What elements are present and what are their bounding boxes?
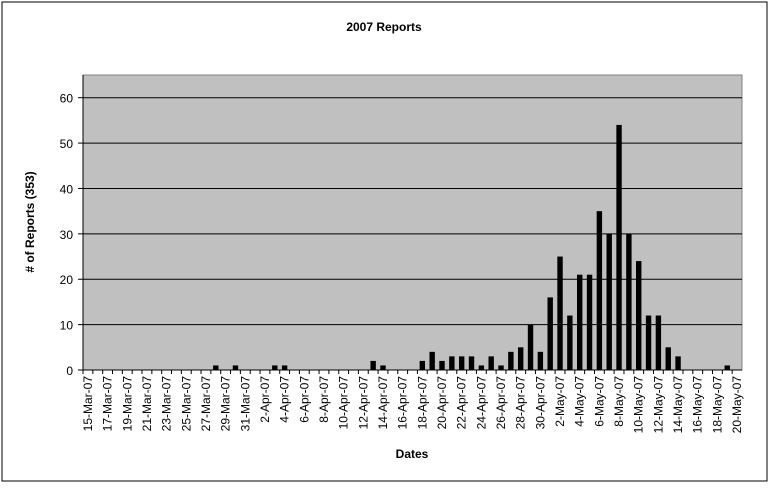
x-tick-label: 25-Mar-07 bbox=[179, 376, 193, 432]
bar bbox=[429, 351, 435, 370]
bar bbox=[557, 256, 563, 370]
x-tick-label: 14-May-07 bbox=[671, 376, 685, 434]
x-tick-label: 31-Mar-07 bbox=[238, 376, 252, 432]
bar bbox=[547, 297, 553, 370]
x-tick-label: 20-Apr-07 bbox=[435, 376, 449, 430]
x-tick-label: 16-Apr-07 bbox=[396, 376, 410, 430]
x-tick-label: 12-May-07 bbox=[651, 376, 665, 434]
x-tick-label: 8-Apr-07 bbox=[317, 376, 331, 423]
x-tick-label: 14-Apr-07 bbox=[376, 376, 390, 430]
x-tick-label: 4-Apr-07 bbox=[278, 376, 292, 423]
x-tick-label: 20-May-07 bbox=[730, 376, 744, 434]
bar bbox=[636, 261, 642, 370]
x-tick-label: 8-May-07 bbox=[612, 376, 626, 427]
x-axis-title: Dates bbox=[396, 447, 429, 461]
bar bbox=[527, 324, 534, 370]
bar bbox=[724, 365, 730, 370]
x-tick-label: 30-Apr-07 bbox=[533, 376, 547, 430]
x-tick-label: 21-Mar-07 bbox=[140, 376, 154, 432]
x-tick-label: 28-Apr-07 bbox=[514, 376, 528, 430]
bar bbox=[370, 360, 376, 370]
y-tick-label: 50 bbox=[60, 137, 74, 151]
bar bbox=[232, 365, 239, 370]
bar bbox=[655, 315, 662, 370]
x-tick-label: 24-Apr-07 bbox=[474, 376, 488, 430]
bar bbox=[596, 211, 603, 370]
x-tick-label: 12-Apr-07 bbox=[356, 376, 370, 430]
bar bbox=[488, 356, 494, 370]
x-tick-label: 6-Apr-07 bbox=[297, 376, 311, 423]
x-tick-label: 27-Mar-07 bbox=[199, 376, 213, 432]
plot-area bbox=[82, 74, 743, 371]
x-tick-label: 6-May-07 bbox=[592, 376, 606, 427]
x-tick-label: 18-Apr-07 bbox=[415, 376, 429, 430]
x-tick-label: 17-Mar-07 bbox=[101, 376, 115, 432]
y-tick-label: 60 bbox=[60, 92, 74, 106]
x-tick-label: 4-May-07 bbox=[573, 376, 587, 427]
bar bbox=[517, 347, 524, 370]
x-tick-label: 10-Apr-07 bbox=[337, 376, 351, 430]
bar bbox=[272, 365, 278, 370]
bar bbox=[468, 356, 475, 370]
bar bbox=[567, 315, 573, 370]
y-tick-label: 30 bbox=[60, 228, 74, 242]
bar bbox=[645, 315, 652, 370]
bar bbox=[449, 356, 455, 370]
bar bbox=[606, 233, 612, 370]
x-tick-label: 15-Mar-07 bbox=[81, 376, 95, 432]
bar bbox=[281, 365, 288, 370]
x-tick-label: 18-May-07 bbox=[710, 376, 724, 434]
y-tick-label: 20 bbox=[60, 273, 74, 287]
x-tick-label: 26-Apr-07 bbox=[494, 376, 508, 430]
bar bbox=[439, 360, 445, 370]
x-tick-label: 22-Apr-07 bbox=[455, 376, 469, 430]
x-tick-label: 2-Apr-07 bbox=[258, 376, 272, 423]
x-tick-label: 10-May-07 bbox=[632, 376, 646, 434]
y-tick-label: 10 bbox=[60, 319, 74, 333]
bar bbox=[498, 365, 504, 370]
bar bbox=[419, 360, 426, 370]
bar bbox=[380, 365, 386, 370]
bar bbox=[537, 351, 544, 370]
bar bbox=[616, 124, 622, 370]
y-axis-title: # of Reports (353) bbox=[23, 171, 37, 272]
x-tick-label: 23-Mar-07 bbox=[160, 376, 174, 432]
bar bbox=[675, 356, 681, 370]
bar bbox=[458, 356, 465, 370]
bar bbox=[665, 347, 671, 370]
bar bbox=[213, 365, 219, 370]
bar bbox=[478, 365, 485, 370]
y-tick-label: 40 bbox=[60, 182, 74, 196]
bar bbox=[586, 274, 593, 370]
x-tick-label: 16-May-07 bbox=[691, 376, 705, 434]
bar bbox=[577, 274, 583, 370]
x-tick-label: 19-Mar-07 bbox=[120, 376, 134, 432]
bar bbox=[508, 351, 514, 370]
y-tick-label: 0 bbox=[66, 364, 73, 378]
x-tick-label: 29-Mar-07 bbox=[219, 376, 233, 432]
chart-title: 2007 Reports bbox=[346, 20, 422, 34]
x-tick-label: 2-May-07 bbox=[553, 376, 567, 427]
bar bbox=[626, 233, 632, 370]
